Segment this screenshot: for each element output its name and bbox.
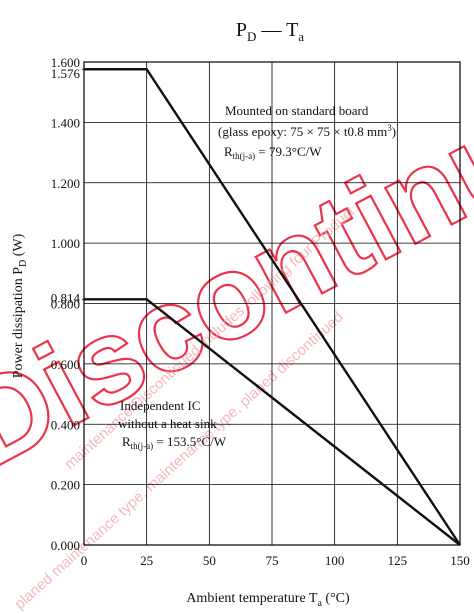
y-tick-label: 0.200 (51, 478, 80, 493)
y-tick-label: 0.800 (51, 297, 80, 312)
y-tick-label: 1.600 (51, 55, 80, 70)
annotation-board-line2: (glass epoxy: 75 × 75 × t0.8 mm3) (218, 123, 396, 139)
series-line-2 (84, 298, 461, 546)
y-tick-label: 0.400 (51, 417, 80, 432)
y-tick-label: 1.000 (51, 236, 80, 251)
annotations: Mounted on standard board (glass epoxy: … (118, 103, 396, 451)
x-tick-label: 125 (388, 553, 408, 568)
annotation-ic-line2: without a heat sink (118, 416, 217, 431)
x-tick-label: 75 (266, 553, 279, 568)
annotation-ic-line3: Rth(j-a) = 153.5°C/W (122, 434, 227, 451)
x-tick-label: 100 (325, 553, 345, 568)
plot-frame (83, 61, 461, 546)
y-axis-title: Power dissipation PD (W) (11, 233, 29, 378)
x-tick-label: 25 (140, 553, 153, 568)
y-tick-label: 0.600 (51, 357, 80, 372)
y-extra-tick-label: 0.814 (51, 290, 81, 305)
y-tick-label: 1.400 (51, 115, 80, 130)
x-axis-title: Ambient temperature Ta (°C) (186, 591, 350, 609)
chart-title: PD — Ta (236, 19, 304, 44)
x-tick-label: 150 (450, 553, 470, 568)
y-tick-label: 0.000 (51, 538, 80, 553)
annotation-board-line3: Rth(j-a) = 79.3°C/W (224, 144, 322, 161)
y-axis-ticks: 0.000 0.200 0.400 0.600 0.800 1.000 1.200 1.400… (51, 55, 84, 553)
annotation-ic-line1: Independent IC (120, 398, 201, 413)
y-extra-tick-label: 1.576 (51, 66, 81, 81)
annotation-board-line1: Mounted on standard board (225, 103, 369, 118)
series-lines (84, 68, 462, 546)
x-axis-ticks: 0 25 50 75 100 125 150 (81, 553, 470, 568)
series-line-1 (84, 68, 462, 546)
x-tick-label: 50 (203, 553, 216, 568)
x-tick-label: 0 (81, 553, 88, 568)
y-tick-label: 1.200 (51, 176, 80, 191)
